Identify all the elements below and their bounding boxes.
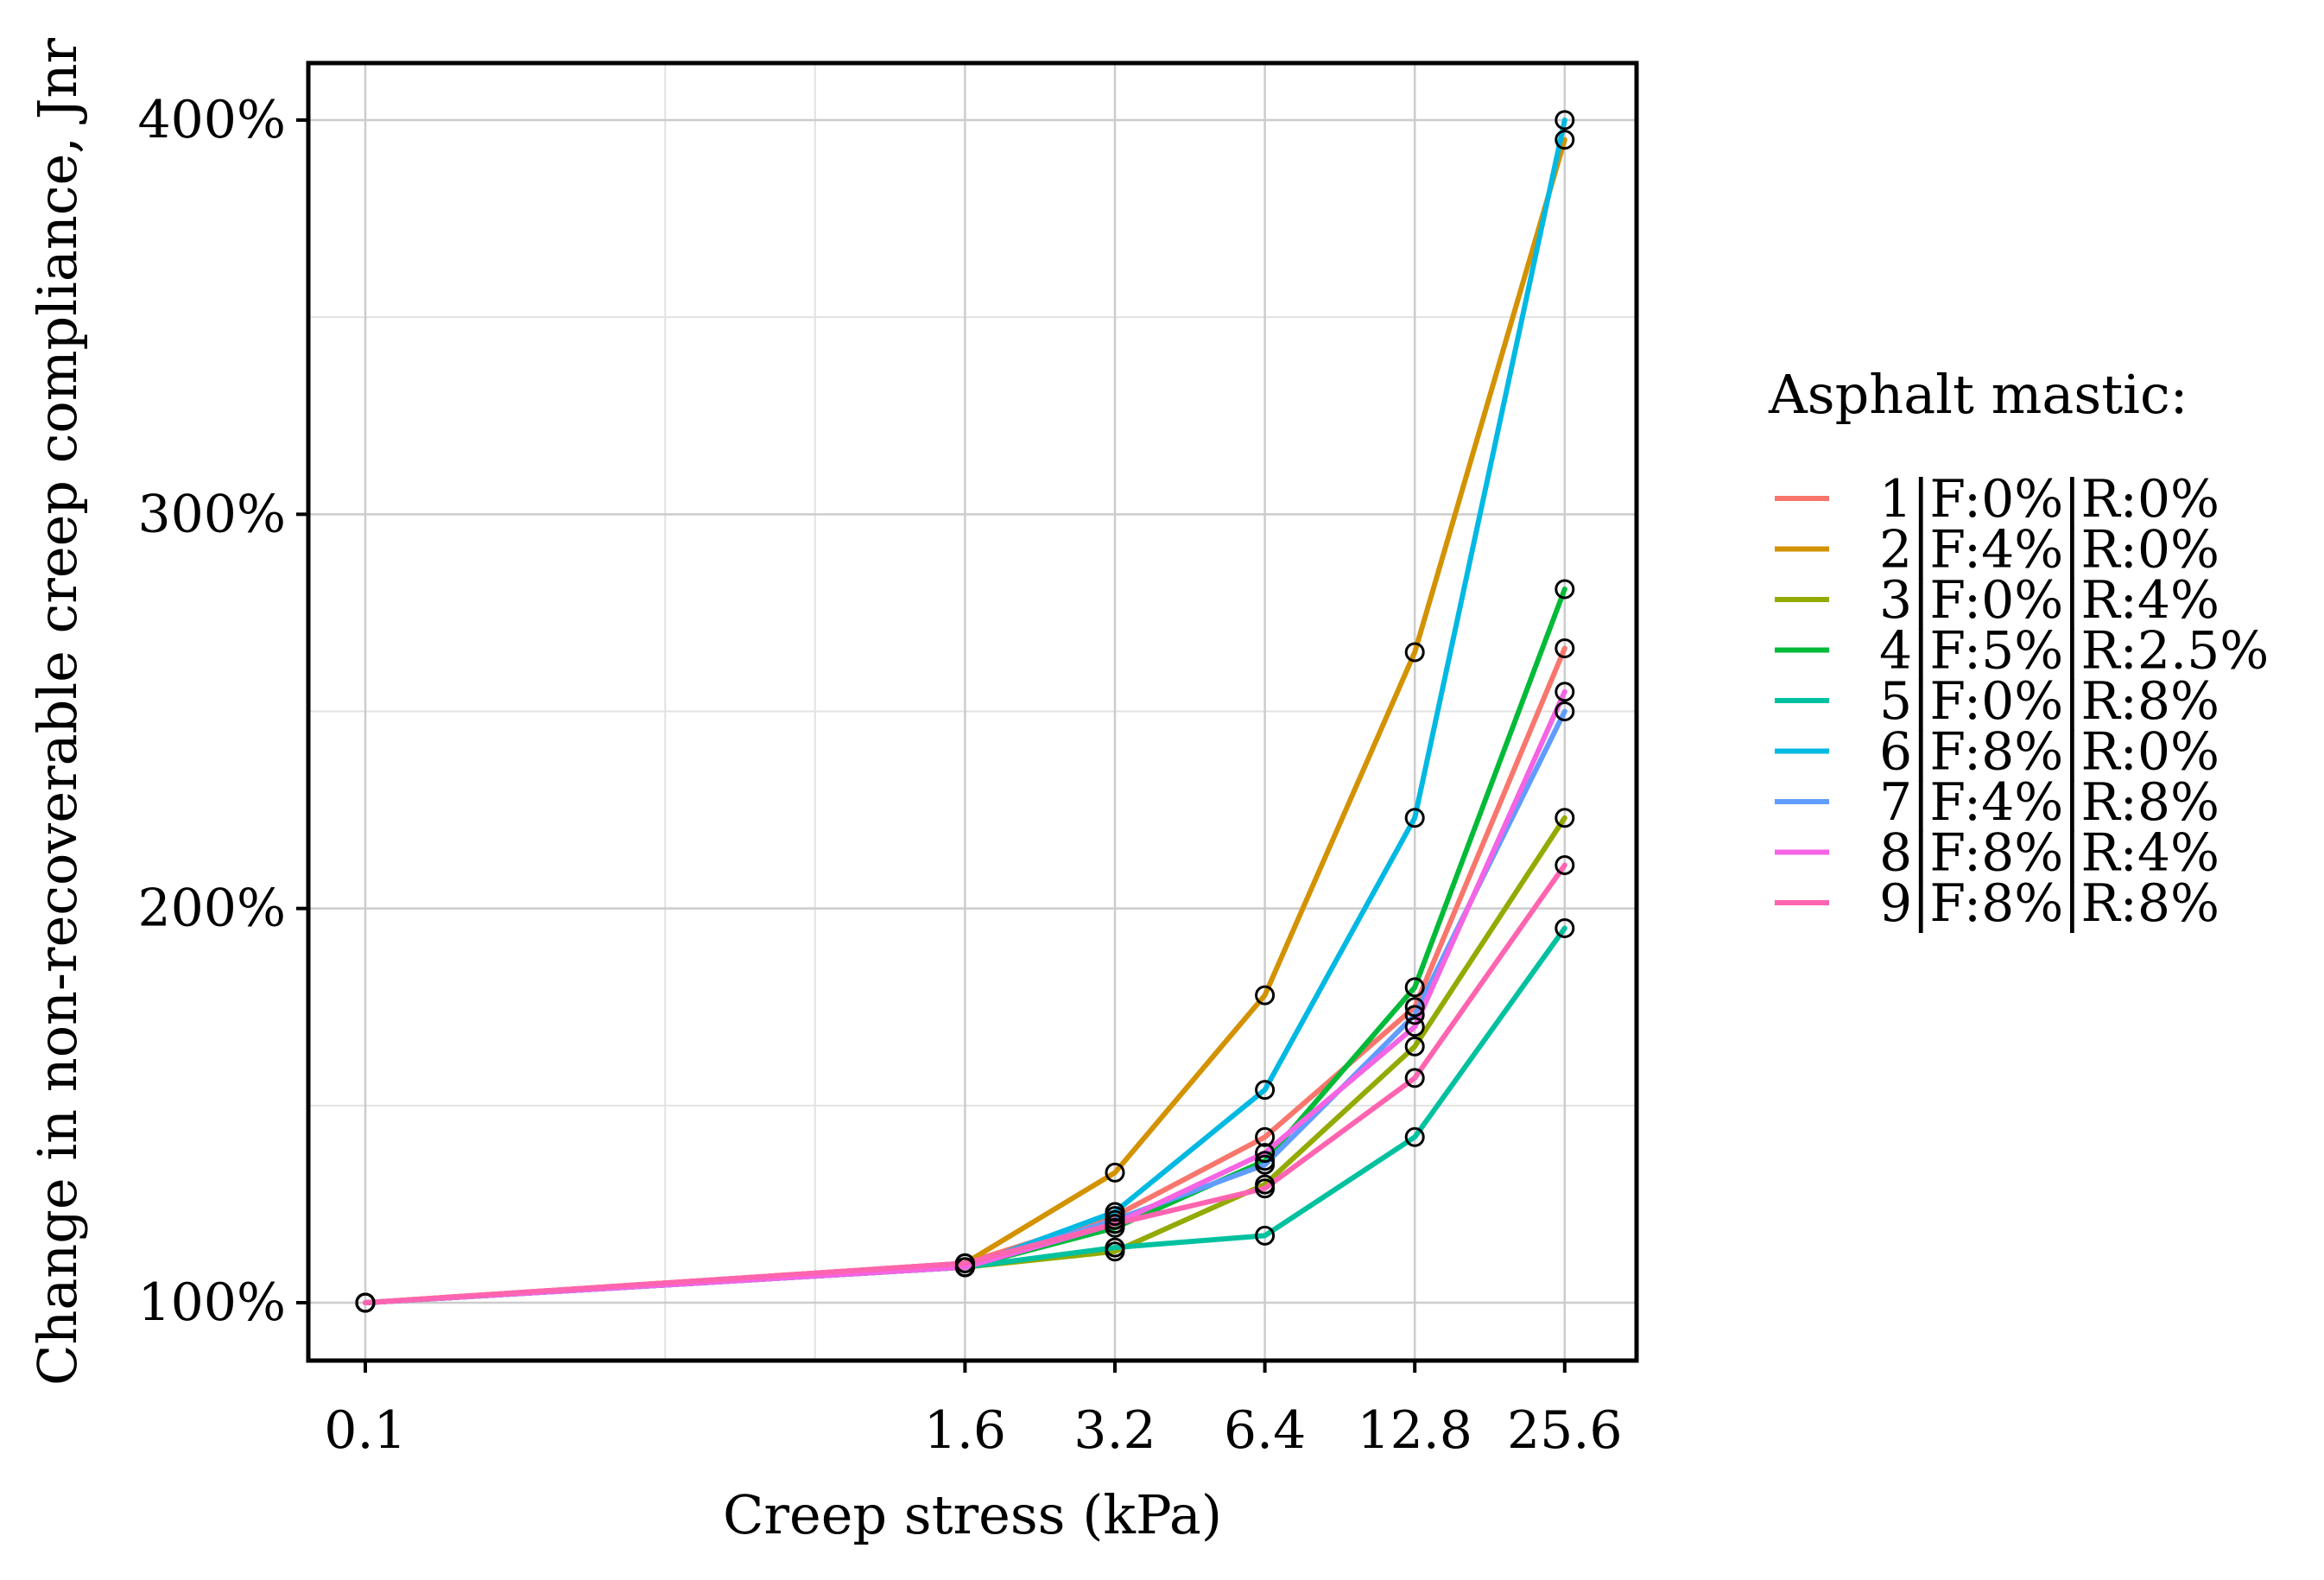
data-point-series-4 — [1555, 579, 1575, 600]
plot-panel-border — [306, 60, 1639, 1363]
legend-label-6: 6|F:8%|R:0% — [1879, 722, 2220, 783]
legend-items: 1|F:0%|R:0%2|F:4%|R:0%3|F:0%|R:4%4|F:5%|… — [1775, 469, 2269, 934]
series-line-8 — [363, 688, 1567, 1305]
data-point-series-7 — [1255, 1154, 1276, 1175]
legend-label-2: 2|F:4%|R:0% — [1879, 520, 2220, 581]
y-tick-label: 300% — [137, 484, 286, 544]
y-tick-label: 400% — [137, 90, 286, 150]
x-axis-ticks: 0.1 1.6 3.2 6.4 12.8 25.6 — [324, 1361, 1623, 1461]
data-point-series-4 — [1404, 977, 1425, 998]
data-point-series-6 — [1555, 110, 1575, 130]
data-point-series-8 — [1404, 1017, 1425, 1037]
data-point-series-9 — [1555, 855, 1575, 875]
data-point-series-2 — [1555, 130, 1575, 150]
data-point-series-9 — [1255, 1178, 1276, 1199]
legend-label-8: 8|F:8%|R:4% — [1879, 823, 2220, 884]
series-points — [355, 110, 1575, 1313]
data-point-series-2 — [1255, 985, 1276, 1006]
data-point-series-1 — [1255, 1126, 1276, 1147]
data-point-series-5 — [1555, 918, 1575, 938]
data-point-series-8 — [1555, 682, 1575, 702]
y-tick-label: 100% — [137, 1272, 286, 1333]
data-point-series-2 — [1404, 642, 1425, 663]
data-point-series-6 — [1404, 808, 1425, 828]
data-point-series-1 — [1555, 638, 1575, 658]
data-point-series-5 — [1105, 1237, 1125, 1258]
data-point-series-5 — [1404, 1126, 1425, 1147]
data-point-series-9 — [954, 1253, 975, 1273]
y-axis-ticks: 100% 200% 300% 400% — [137, 90, 308, 1333]
data-point-series-9 — [1105, 1214, 1125, 1234]
data-point-series-3 — [1555, 808, 1575, 828]
series-line-9 — [363, 862, 1567, 1305]
x-tick-label: 3.2 — [1073, 1400, 1156, 1461]
legend-label-4: 4|F:5%|R:2.5% — [1879, 621, 2269, 682]
x-axis-title: Creep stress (kPa) — [723, 1483, 1222, 1546]
data-point-series-5 — [1255, 1225, 1276, 1246]
data-point-series-6 — [1255, 1080, 1276, 1101]
data-point-series-1 — [1404, 997, 1425, 1018]
series-lines — [363, 117, 1567, 1305]
data-point-series-2 — [1105, 1162, 1125, 1183]
x-tick-label: 1.6 — [924, 1400, 1006, 1461]
legend-label-9: 9|F:8%|R:8% — [1879, 873, 2220, 934]
legend-title: Asphalt mastic: — [1768, 363, 2188, 426]
legend-label-1: 1|F:0%|R:0% — [1879, 469, 2220, 530]
legend-label-7: 7|F:4%|R:8% — [1879, 772, 2220, 833]
data-point-series-7 — [1555, 701, 1575, 721]
data-point-series-6 — [1105, 1202, 1125, 1222]
data-point-series-3 — [1404, 1036, 1425, 1057]
data-point-series-8 — [1255, 1143, 1276, 1164]
y-axis-title: Change in non-recoverable creep complian… — [26, 38, 89, 1386]
x-tick-label: 0.1 — [324, 1400, 406, 1461]
legend-label-3: 3|F:0%|R:4% — [1879, 570, 2220, 631]
data-point-series-7 — [1404, 1005, 1425, 1025]
x-tick-label: 6.4 — [1224, 1400, 1306, 1461]
x-tick-label: 25.6 — [1507, 1400, 1623, 1461]
legend-label-5: 5|F:0%|R:8% — [1879, 671, 2220, 732]
legend: Asphalt mastic: 1|F:0%|R:0%2|F:4%|R:0%3|… — [1768, 363, 2269, 934]
data-point-series-9 — [1404, 1068, 1425, 1088]
data-point-series-9 — [355, 1292, 376, 1313]
x-tick-label: 12.8 — [1357, 1400, 1472, 1461]
y-tick-label: 200% — [137, 879, 286, 939]
